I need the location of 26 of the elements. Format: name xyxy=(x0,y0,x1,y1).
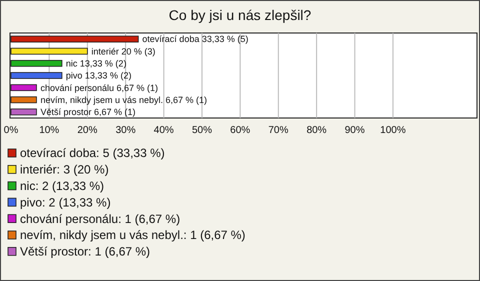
x-tick-label: 20% xyxy=(77,125,98,136)
legend-label: otevírací doba: 5 (33,33 %) xyxy=(20,146,165,160)
x-tick-label: 100% xyxy=(380,125,406,136)
x-tick-label: 50% xyxy=(192,125,212,136)
x-tick-label: 0% xyxy=(4,125,18,136)
legend-label: nevím, nikdy jsem u vás nebyl.: 1 (6,67 %) xyxy=(20,228,246,242)
data-label: chování personálu 6,67 % (1) xyxy=(40,82,158,93)
x-tick-label: 60% xyxy=(230,125,250,136)
x-tick-label: 80% xyxy=(306,125,327,136)
x-tick-label: 10% xyxy=(39,125,60,136)
legend-label: chování personálu: 1 (6,67 %) xyxy=(20,212,180,226)
chart-title: Co by jsi u nás zlepšil? xyxy=(168,7,312,23)
x-tick-label: 90% xyxy=(344,125,365,136)
data-label: nevím, nikdy jsem u vás nebyl. 6,67 % (1) xyxy=(40,94,208,105)
x-tick-label: 30% xyxy=(116,125,136,136)
data-label: otevírací doba 33,33 % (5) xyxy=(142,34,248,44)
x-tick-label: 70% xyxy=(268,125,288,136)
data-label: interiér 20 % (3) xyxy=(91,46,156,56)
data-label: nic 13,33 % (2) xyxy=(66,58,126,69)
legend-label: interiér: 3 (20 %) xyxy=(20,162,109,177)
x-tick-label: 40% xyxy=(154,125,174,136)
data-label: Větší prostor 6,67 % (1) xyxy=(40,107,136,118)
legend-label: Větší prostor: 1 (6,67 %) xyxy=(20,244,150,259)
legend-label: nic: 2 (13,33 %) xyxy=(20,179,104,193)
data-label: pivo 13,33 % (2) xyxy=(66,70,132,81)
legend-label: pivo: 2 (13,33 %) xyxy=(20,195,111,210)
